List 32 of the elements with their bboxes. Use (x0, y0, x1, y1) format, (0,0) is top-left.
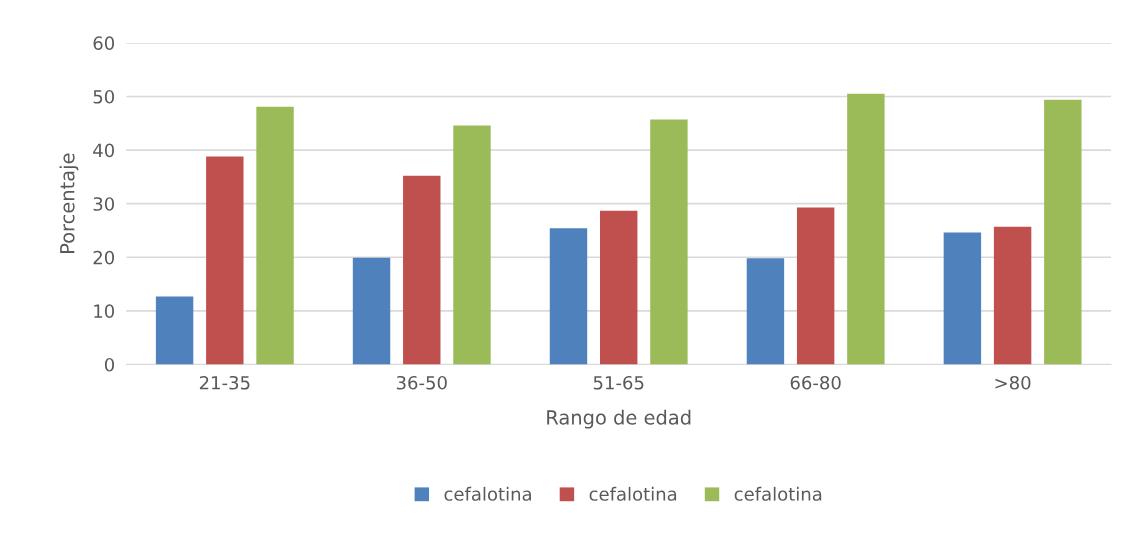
x-tick-label: 51-65 (593, 375, 644, 390)
y-tick-label: 30 (93, 197, 115, 211)
x-tick-label: 36-50 (396, 375, 447, 390)
bar (847, 93, 885, 365)
x-tick-label: >80 (995, 375, 1031, 390)
x-tick-label: 66-80 (790, 375, 841, 390)
bar (796, 207, 835, 365)
y-tick-label: 40 (93, 143, 115, 158)
legend-label: cefalotina (589, 486, 677, 501)
bar (600, 210, 638, 365)
y-tick-label: 50 (93, 89, 115, 104)
y-tick-label: 0 (104, 357, 115, 372)
y-tick-label: 60 (93, 36, 115, 50)
x-tick-label: 21-35 (199, 375, 250, 390)
bar (746, 258, 785, 365)
bar (155, 296, 194, 365)
bar (650, 119, 688, 365)
bar (206, 156, 244, 365)
x-axis-title: Rango de edad (547, 409, 691, 429)
bar (453, 125, 491, 365)
legend-label: cefalotina (734, 486, 822, 501)
bar (403, 175, 441, 365)
y-tick-label: 20 (93, 250, 115, 265)
y-tick-label: 10 (94, 304, 115, 318)
bar (256, 106, 294, 365)
bar (993, 226, 1032, 365)
bar (549, 228, 588, 365)
bar (1044, 99, 1082, 365)
y-axis-title: Porcentaje (59, 153, 79, 253)
bar (352, 257, 391, 365)
bar (943, 232, 982, 365)
legend-label: cefalotina (444, 486, 531, 501)
